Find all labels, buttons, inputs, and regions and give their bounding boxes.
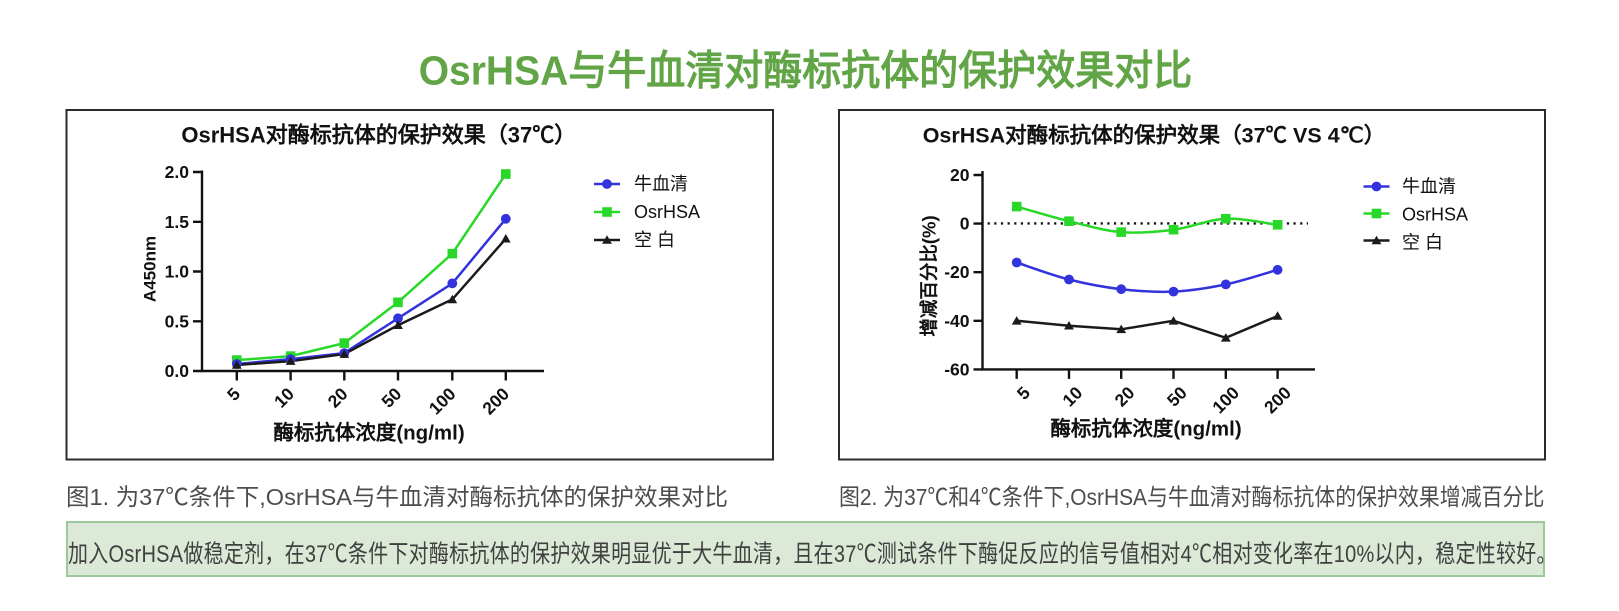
svg-text:5: 5	[223, 383, 244, 404]
svg-text:牛血清: 牛血清	[1402, 177, 1456, 197]
svg-text:0: 0	[960, 214, 970, 234]
svg-text:OsrHSA对酶标抗体的保护效果（37℃ VS 4℃）: OsrHSA对酶标抗体的保护效果（37℃ VS 4℃）	[923, 123, 1386, 148]
svg-text:酶标抗体浓度(ng/ml): 酶标抗体浓度(ng/ml)	[1050, 417, 1241, 441]
svg-text:20: 20	[324, 383, 352, 411]
svg-text:100: 100	[425, 383, 460, 418]
svg-text:1.0: 1.0	[165, 262, 190, 282]
svg-text:OsrHSA对酶标抗体的保护效果（37℃）: OsrHSA对酶标抗体的保护效果（37℃）	[181, 123, 576, 148]
svg-text:-20: -20	[944, 262, 970, 282]
svg-text:50: 50	[1163, 382, 1191, 410]
svg-text:0.0: 0.0	[165, 361, 190, 381]
svg-text:酶标抗体浓度(ng/ml): 酶标抗体浓度(ng/ml)	[273, 421, 464, 445]
svg-text:牛血清: 牛血清	[634, 174, 688, 194]
svg-text:空 白: 空 白	[1402, 233, 1443, 253]
svg-text:A450nm: A450nm	[141, 236, 160, 302]
svg-text:10: 10	[270, 383, 298, 411]
svg-text:-60: -60	[944, 359, 970, 379]
svg-text:200: 200	[1260, 382, 1295, 417]
svg-text:-40: -40	[944, 311, 970, 331]
svg-text:200: 200	[478, 383, 513, 418]
svg-text:0.5: 0.5	[165, 311, 190, 331]
svg-text:OsrHSA: OsrHSA	[1402, 205, 1468, 225]
svg-text:20: 20	[950, 165, 970, 185]
svg-text:OsrHSA: OsrHSA	[634, 202, 700, 222]
svg-text:100: 100	[1208, 382, 1243, 417]
svg-text:20: 20	[1111, 382, 1139, 410]
svg-text:空 白: 空 白	[634, 230, 675, 250]
svg-text:2.0: 2.0	[165, 162, 190, 182]
svg-text:10: 10	[1058, 382, 1086, 410]
svg-text:增减百分比(%): 增减百分比(%)	[919, 215, 940, 336]
svg-text:1.5: 1.5	[165, 212, 190, 232]
svg-text:5: 5	[1013, 382, 1034, 403]
svg-text:50: 50	[377, 383, 405, 411]
